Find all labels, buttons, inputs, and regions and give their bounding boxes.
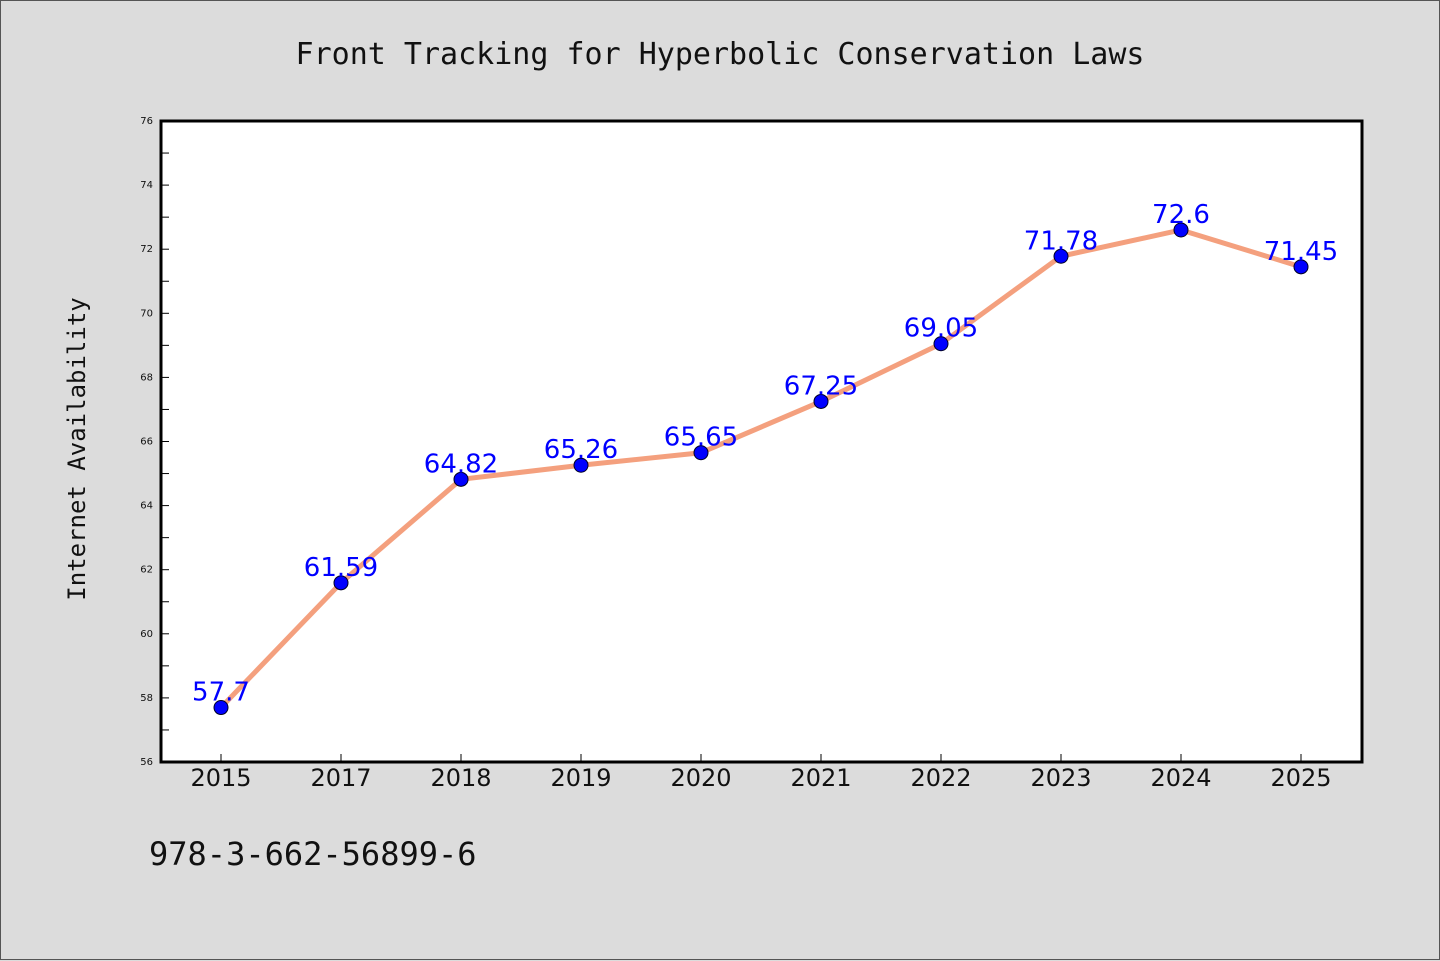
data-point-marker — [573, 457, 589, 473]
data-point-marker — [1293, 259, 1309, 275]
data-label: 72.6 — [1152, 200, 1210, 230]
y-tick-label: 74 — [140, 180, 153, 191]
data-point-marker — [813, 393, 829, 409]
x-tick-label: 2024 — [1150, 764, 1211, 792]
x-axis: 2015 2017 2018 2019 2020 2021 2022 2023 2024 2025 — [190, 754, 1332, 792]
data-label: 67.25 — [784, 371, 858, 401]
data-label: 64.82 — [424, 449, 498, 479]
y-tick-label: 58 — [140, 693, 153, 704]
data-point-marker — [453, 471, 469, 487]
data-label: 65.65 — [664, 423, 738, 453]
y-tick-label: 60 — [140, 629, 153, 640]
y-tick-label: 62 — [140, 565, 153, 576]
data-point-marker — [1053, 248, 1069, 264]
data-label: 71.45 — [1264, 237, 1338, 267]
data-point-marker — [1173, 222, 1189, 238]
y-tick-label: 76 — [140, 116, 153, 127]
y-tick-label: 72 — [140, 244, 153, 255]
data-point-marker — [693, 445, 709, 461]
series-line — [218, 227, 1304, 711]
x-tick-label: 2017 — [310, 764, 371, 792]
series-line-group — [218, 227, 1304, 711]
y-tick-label: 66 — [140, 437, 153, 448]
y-axis-label: Internet Availability — [63, 297, 91, 600]
chart-title: Front Tracking for Hyperbolic Conservati… — [296, 37, 1145, 72]
data-label: 65.26 — [544, 435, 618, 465]
data-label: 61.59 — [304, 553, 378, 583]
x-tick-label: 2025 — [1270, 764, 1331, 792]
data-label-group: 57.7 61.59 64.82 65.26 65.65 67.25 69.05 71.78 7… — [192, 200, 1338, 708]
data-point-marker — [213, 700, 229, 716]
y-tick-label: 68 — [140, 372, 153, 383]
data-point-marker — [933, 336, 949, 352]
plot-area — [159, 119, 1364, 764]
x-tick-label: 2023 — [1030, 764, 1091, 792]
x-tick-label: 2022 — [910, 764, 971, 792]
x-tick-label: 2019 — [550, 764, 611, 792]
y-tick-label: 70 — [140, 308, 153, 319]
y-tick-label: 56 — [140, 757, 153, 768]
x-tick-label: 2021 — [790, 764, 851, 792]
x-tick-label: 2015 — [190, 764, 251, 792]
isbn-footer: 978-3-662-56899-6 — [149, 835, 477, 873]
data-label: 69.05 — [904, 314, 978, 344]
data-label: 71.78 — [1024, 226, 1098, 256]
x-tick-label: 2018 — [430, 764, 491, 792]
x-tick-label: 2020 — [670, 764, 731, 792]
y-axis: 56 58 60 62 64 66 68 70 72 74 76 — [140, 116, 169, 768]
marker-group — [213, 222, 1309, 716]
y-tick-label: 64 — [140, 501, 153, 512]
data-point-marker — [333, 575, 349, 591]
data-label: 57.7 — [192, 678, 250, 708]
